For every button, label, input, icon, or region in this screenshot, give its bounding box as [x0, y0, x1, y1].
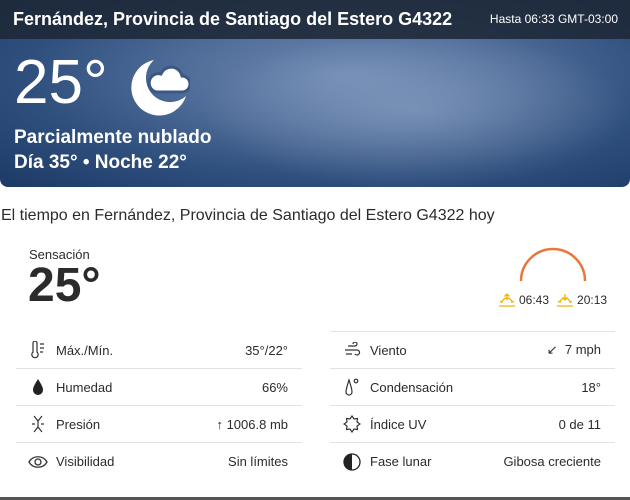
- sunrise-time: 06:43: [519, 293, 550, 307]
- sun-arc: [519, 247, 587, 282]
- dew-point-icon: [342, 377, 362, 397]
- detail-row-visibility: Visibilidad Sin límites: [16, 443, 302, 480]
- location-header: Fernández, Provincia de Santiago del Est…: [0, 0, 630, 39]
- feels-like-label: Sensación: [29, 247, 90, 262]
- detail-row-uv-index: Índice UV 0 de 11: [330, 406, 615, 443]
- day-night-temps: Día 35° • Noche 22°: [14, 152, 187, 173]
- humidity-drop-icon: [28, 377, 48, 397]
- eye-icon: [28, 452, 48, 472]
- sunset-icon: [557, 294, 574, 307]
- condition-text: Parcialmente nublado: [14, 127, 212, 148]
- detail-row-moon-phase: Fase lunar Gibosa creciente: [330, 443, 615, 480]
- moon-phase-icon: [342, 452, 362, 472]
- feels-like-value: 25°: [28, 259, 101, 312]
- detail-row-pressure: Presión ↑ 1006.8 mb: [16, 406, 302, 443]
- wind-icon: [342, 340, 362, 360]
- background-clouds: [200, 30, 630, 187]
- detail-row-max-min: Máx./Mín. 35°/22°: [16, 332, 302, 369]
- section-title: El tiempo en Fernández, Provincia de San…: [1, 207, 495, 224]
- details-left: Máx./Mín. 35°/22° Humedad 66% Presión ↑ …: [16, 332, 302, 480]
- current-conditions-card: Fernández, Provincia de Santiago del Est…: [0, 0, 630, 187]
- detail-row-dew-point: Condensación 18°: [330, 369, 615, 406]
- sunrise-icon: [499, 293, 515, 307]
- pressure-icon: [28, 414, 48, 434]
- details-right: Viento ↙ 7 mph Condensación 18° Índice U…: [330, 331, 615, 480]
- uv-sun-icon: [342, 414, 362, 434]
- location-name: Fernández, Provincia de Santiago del Est…: [13, 9, 453, 29]
- detail-row-wind: Viento ↙ 7 mph: [330, 332, 615, 369]
- partly-cloudy-night-icon: [131, 60, 190, 116]
- valid-until: Hasta 06:33 GMT-03:00: [489, 12, 618, 26]
- sunset-time: 20:13: [577, 293, 608, 307]
- thermometer-icon: [28, 340, 48, 360]
- detail-row-humidity: Humedad 66%: [16, 369, 302, 406]
- divider: [0, 497, 630, 500]
- current-temperature: 25°: [14, 48, 108, 117]
